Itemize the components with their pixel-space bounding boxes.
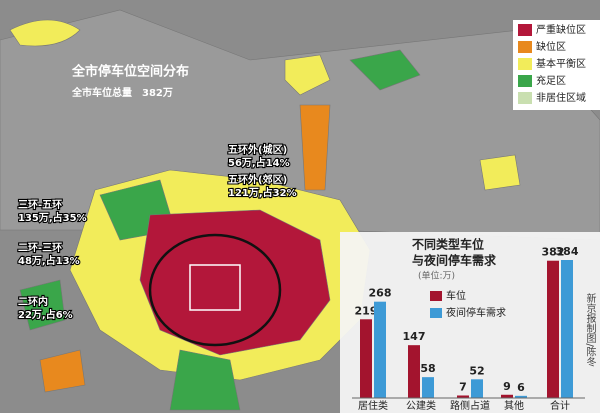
zone-labels: 五环外(城区)56万,占14% 五环外(郊区)121万,占32% 三环-五环135万…	[17, 142, 298, 322]
value-label: 52	[469, 364, 484, 377]
zone-name: 二环内	[18, 295, 48, 308]
bar	[471, 379, 483, 398]
map-blob	[349, 49, 421, 91]
bar	[561, 260, 573, 398]
bar	[547, 260, 559, 398]
legend-swatch	[518, 41, 532, 53]
value-label: 6	[517, 381, 525, 394]
value-label: 7	[459, 380, 467, 393]
chart-subtitle: (单位:万)	[418, 270, 455, 282]
x-tick-label: 公建类	[406, 399, 436, 412]
value-label: 147	[403, 330, 426, 343]
bar	[422, 377, 434, 398]
legend-label: 非居住区域	[536, 91, 586, 104]
zone-name: 五环外(郊区)	[228, 173, 287, 186]
legend-swatch	[518, 58, 532, 70]
legend-swatch	[430, 308, 442, 318]
bar	[515, 395, 527, 398]
zone-detail: 135万,占35%	[18, 211, 87, 224]
legend-swatch	[518, 75, 532, 87]
x-tick-label: 其他	[504, 399, 524, 412]
credit: 新京报制图/陈冬	[584, 292, 596, 367]
x-tick-label: 路侧占道	[450, 399, 490, 412]
zone-detail: 56万,占14%	[228, 156, 290, 169]
map-blob	[19, 279, 66, 331]
legend-label: 严重缺位区	[536, 23, 586, 36]
zone-name: 五环外(城区)	[228, 143, 287, 156]
value-label: 382	[542, 246, 565, 259]
bar	[360, 319, 372, 398]
zone-name: 二环-三环	[18, 242, 62, 254]
legend-swatch	[430, 291, 442, 301]
value-label: 268	[369, 287, 392, 300]
legend-swatch	[518, 92, 532, 104]
value-label: 219	[355, 304, 378, 317]
legend-label: 充足区	[536, 74, 566, 87]
x-tick-label: 居住类	[358, 399, 388, 412]
map-blob	[169, 349, 241, 411]
bar	[408, 345, 420, 398]
value-label: 384	[556, 245, 579, 258]
map-blob	[479, 154, 521, 191]
legend-label: 基本平衡区	[536, 57, 586, 70]
legend-label: 车位	[446, 289, 466, 302]
map-districts	[0, 9, 600, 411]
ring-road	[189, 264, 241, 311]
bar	[457, 395, 469, 398]
map-blob	[299, 104, 331, 191]
legend-label: 缺位区	[536, 40, 566, 53]
zone-detail: 121万,占32%	[228, 186, 297, 199]
chart-title: 与夜间停车需求	[412, 253, 497, 268]
map-blob	[9, 19, 81, 47]
map-blob	[284, 54, 331, 96]
chart-title: 不同类型车位	[412, 237, 484, 252]
value-label: 58	[420, 362, 435, 375]
map-total: 全市车位总量 382万	[71, 86, 173, 99]
zone-detail: 48万,占13%	[18, 254, 80, 267]
map-title: 全市停车位空间分布	[71, 64, 189, 80]
zone-detail: 22万,占6%	[18, 308, 73, 321]
x-tick-label: 合计	[550, 399, 570, 412]
bar	[374, 301, 386, 398]
value-label: 9	[503, 380, 511, 393]
bar	[501, 394, 513, 398]
ring-road	[148, 233, 282, 347]
legend-label: 夜间停车需求	[446, 306, 506, 319]
zone-name: 三环-五环	[18, 199, 62, 211]
legend-swatch	[518, 24, 532, 36]
map-blob	[39, 349, 86, 393]
